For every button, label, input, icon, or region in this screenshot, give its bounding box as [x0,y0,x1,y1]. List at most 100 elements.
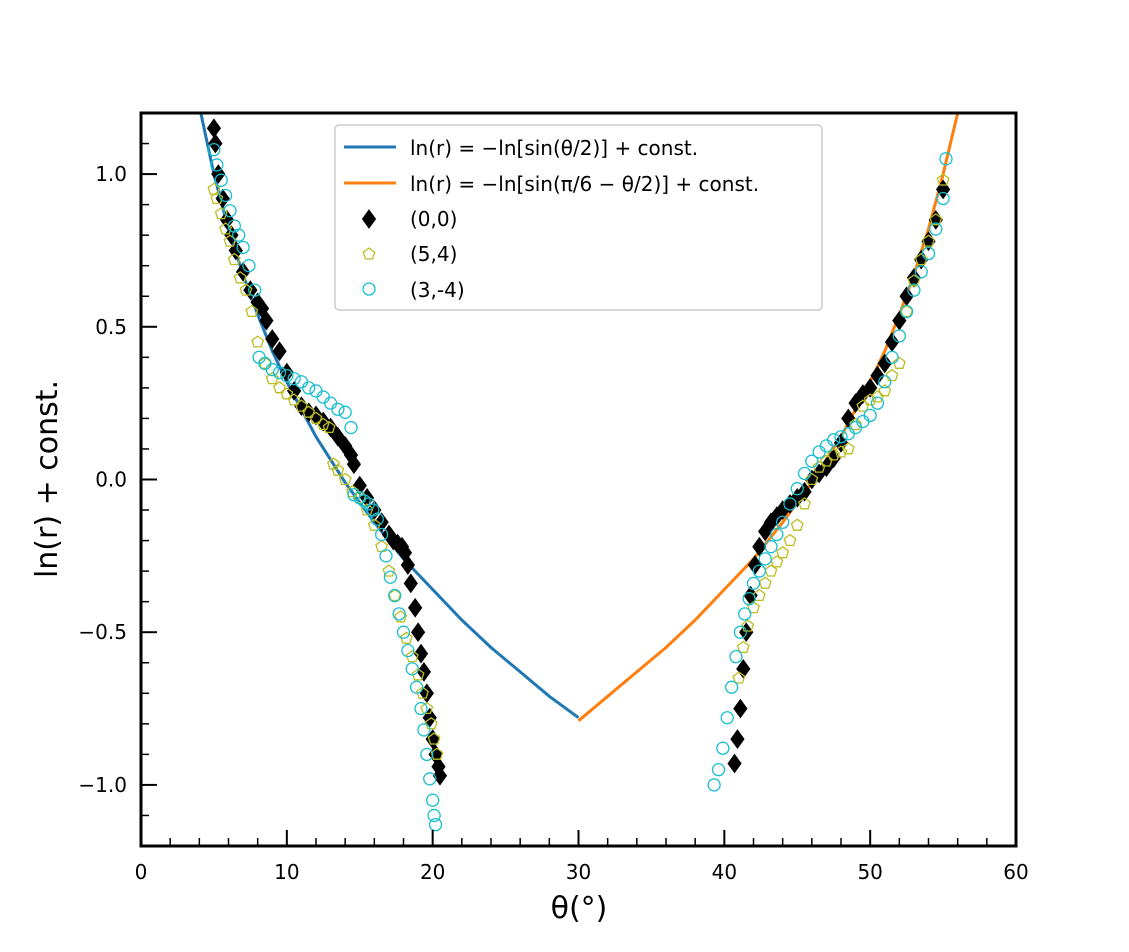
data-point [733,625,748,639]
data-point [280,369,294,383]
y-tick-label: 0.0 [95,468,127,492]
data-point [245,304,259,318]
legend-label-series-5-4: (5,4) [410,242,457,266]
data-point [776,515,790,529]
data-point [878,375,892,389]
data-point [827,433,841,447]
data-point [907,283,921,297]
data-point [338,472,352,486]
y-tick-label: 0.5 [95,315,127,339]
data-point [302,381,316,395]
data-point [420,747,434,762]
data-point [322,420,336,434]
data-point [232,228,246,242]
data-point [797,466,812,481]
legend-box [334,124,823,311]
data-point [353,491,367,505]
data-point [841,442,855,455]
legend-marker-pentagon [362,247,376,260]
data-point [797,481,812,502]
data-point [210,158,224,172]
data-point [383,570,398,584]
data-point [812,460,826,473]
legend-marker-circle [362,282,376,296]
data-point [330,426,345,447]
data-point [346,454,362,475]
data-point [877,353,892,374]
data-point [344,420,358,435]
legend-marker-diamond [361,209,377,229]
data-point [764,540,778,554]
data-point [382,564,396,577]
data-point [878,384,892,397]
data-point [416,662,432,682]
data-point [227,252,241,266]
data-point [392,607,406,621]
data-point [417,723,431,737]
data-point [219,222,233,235]
data-point [752,564,766,578]
data-point [338,405,352,419]
data-point [259,310,274,331]
x-axis-label: θ(°) [551,891,608,926]
data-point [287,372,301,386]
data-point [370,512,384,526]
data-point [733,698,748,719]
data-point [738,607,752,621]
data-point [360,503,374,516]
data-point [248,283,262,297]
data-point [834,445,848,458]
x-tick-label: 30 [566,860,591,884]
y-tick-labels: −1.0 −0.5 0.0 0.5 1.0 [78,162,127,797]
data-point [272,341,287,362]
data-point [427,732,441,745]
x-tick-label: 60 [1003,860,1028,884]
data-point [214,173,228,187]
data-point [752,588,766,602]
data-point [732,671,746,684]
legend-label-orange-curve: ln(r) = −ln[sin(π/6 − θ/2)] + const. [410,172,759,196]
data-point [764,564,778,577]
x-tick-label: 20 [420,860,445,884]
data-point [834,430,848,444]
y-tick-label: −0.5 [78,620,127,644]
data-point [218,188,233,203]
data-point [426,793,440,807]
series-2-points [207,142,953,832]
data-point [892,356,906,369]
x-tick-label: 10 [274,860,299,884]
data-point [423,772,437,786]
legend-marker-shape [362,247,376,260]
data-point [914,265,928,279]
data-point [399,631,413,644]
data-point [239,283,253,296]
data-point [929,213,943,226]
data-point [396,625,411,639]
data-point [936,173,950,186]
data-point [783,533,797,547]
data-point [409,680,424,694]
data-point [707,778,721,792]
data-point [863,378,878,398]
data-point [265,362,279,377]
legend-marker-shape [361,209,377,229]
data-point [790,518,804,531]
data-point [427,808,441,823]
data-point [727,753,742,774]
data-point [720,711,734,725]
data-point [805,454,819,468]
data-point [827,448,841,461]
data-point [716,741,730,755]
x-tick-labels: 0 10 20 30 40 50 60 [135,860,1029,884]
x-tick-label: 0 [135,860,148,884]
legend: ln(r) = −ln[sin(θ/2)] + const. ln(r) = −… [334,124,823,311]
data-point [214,206,228,220]
data-point [287,393,301,406]
data-point [752,536,767,557]
data-point [379,549,393,563]
x-tick-label: 50 [857,860,882,884]
data-point [405,649,419,663]
data-point [411,668,425,681]
data-point [416,686,429,699]
